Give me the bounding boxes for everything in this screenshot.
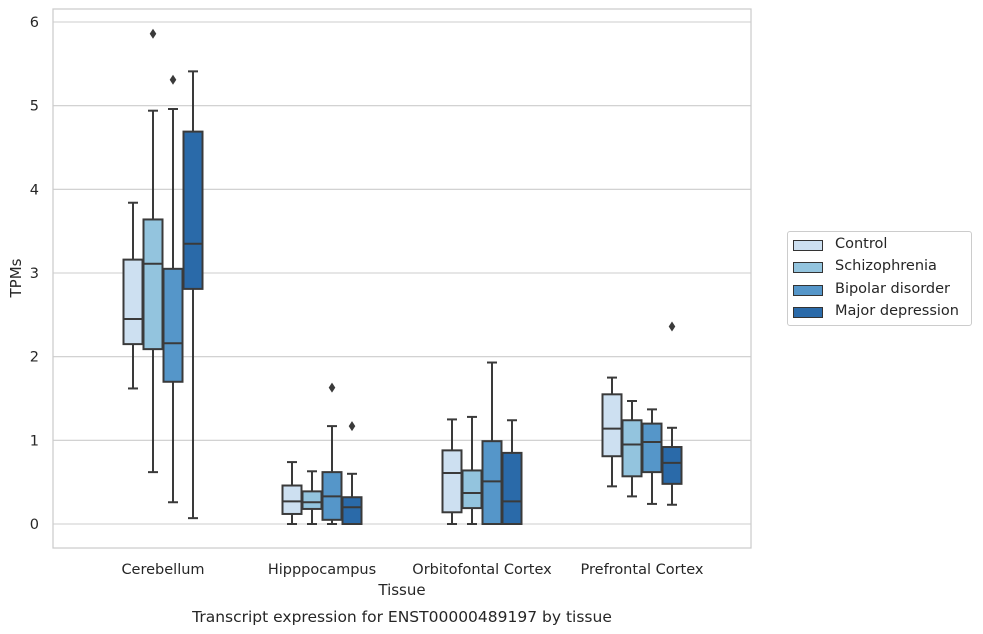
box-body [281, 484, 303, 515]
x-tick-labels: Cerebellum Hipppocampus Orbitofontal Corte… [121, 562, 703, 578]
box-schizophrenia-orbitofontal-cortex [461, 415, 483, 525]
box-bipolar-disorder-prefrontal-cortex [641, 408, 663, 505]
legend-item-control: Control [792, 235, 970, 255]
y-tick-label: 1 [30, 433, 39, 449]
box-body [341, 496, 363, 525]
box-body [122, 258, 144, 346]
plot-frame [52, 8, 752, 549]
box-body [601, 393, 623, 458]
box-body [661, 446, 683, 485]
outlier-point [348, 421, 356, 432]
legend-label-major-depression: Major depression [835, 303, 959, 319]
legend-label-control: Control [835, 236, 888, 252]
box-control-prefrontal-cortex [601, 376, 623, 488]
outlier-point [328, 382, 336, 393]
y-tick-label: 2 [30, 350, 39, 366]
box-major-depression-cerebellum [182, 70, 204, 520]
y-tick-label: 6 [30, 15, 39, 31]
box-body [142, 218, 164, 351]
box-body [481, 440, 503, 526]
box-body [162, 267, 184, 383]
box-major-depression-hipppocampus [341, 421, 363, 525]
box-body [461, 469, 483, 510]
chart-title: Transcript expression for ENST0000048919… [191, 608, 612, 626]
x-tick-label: Hipppocampus [268, 562, 376, 578]
box-bipolar-disorder-cerebellum [162, 74, 184, 504]
x-tick-label: Cerebellum [121, 562, 204, 578]
box-schizophrenia-prefrontal-cortex [621, 400, 643, 498]
box-major-depression-orbitofontal-cortex [501, 419, 523, 525]
y-tick-label: 5 [30, 99, 39, 115]
x-axis-label: Tissue [377, 581, 425, 599]
box-plots [122, 28, 683, 526]
y-tick-label: 0 [30, 517, 39, 533]
box-control-orbitofontal-cortex [441, 418, 463, 525]
y-tick-label: 4 [30, 182, 39, 198]
legend-item-major-depression: Major depression [792, 302, 970, 322]
outlier-point [668, 321, 676, 332]
box-bipolar-disorder-hipppocampus [321, 382, 343, 525]
box-body [501, 451, 523, 525]
box-control-cerebellum [122, 201, 144, 390]
box-body [441, 449, 463, 514]
box-body [301, 490, 323, 510]
legend-item-schizophrenia: Schizophrenia [792, 257, 970, 277]
box-schizophrenia-hipppocampus [301, 470, 323, 525]
outlier-point [149, 28, 157, 39]
legend-swatch-schizophrenia [793, 262, 823, 273]
x-tick-label: Prefrontal Cortex [581, 562, 704, 578]
legend-swatch-bipolar-disorder [793, 285, 823, 296]
box-body [621, 419, 643, 478]
legend-label-bipolar-disorder: Bipolar disorder [835, 281, 950, 297]
legend-label-schizophrenia: Schizophrenia [835, 258, 937, 274]
legend: Control Schizophrenia Bipolar disorder M… [787, 231, 972, 326]
y-axis-label: TPMs [7, 258, 25, 298]
x-tick-label: Orbitofontal Cortex [412, 562, 552, 578]
box-body [641, 422, 663, 474]
legend-swatch-major-depression [793, 307, 823, 318]
y-tick-label: 3 [30, 266, 39, 282]
y-tick-labels: 0 1 2 3 4 5 6 [30, 15, 39, 533]
box-schizophrenia-cerebellum [142, 28, 164, 474]
box-body [182, 130, 204, 290]
legend-item-bipolar-disorder: Bipolar disorder [792, 280, 970, 300]
legend-swatch-control [793, 240, 823, 251]
box-major-depression-prefrontal-cortex [661, 321, 683, 506]
outlier-point [169, 74, 177, 85]
box-bipolar-disorder-orbitofontal-cortex [481, 361, 503, 526]
box-control-hipppocampus [281, 461, 303, 525]
